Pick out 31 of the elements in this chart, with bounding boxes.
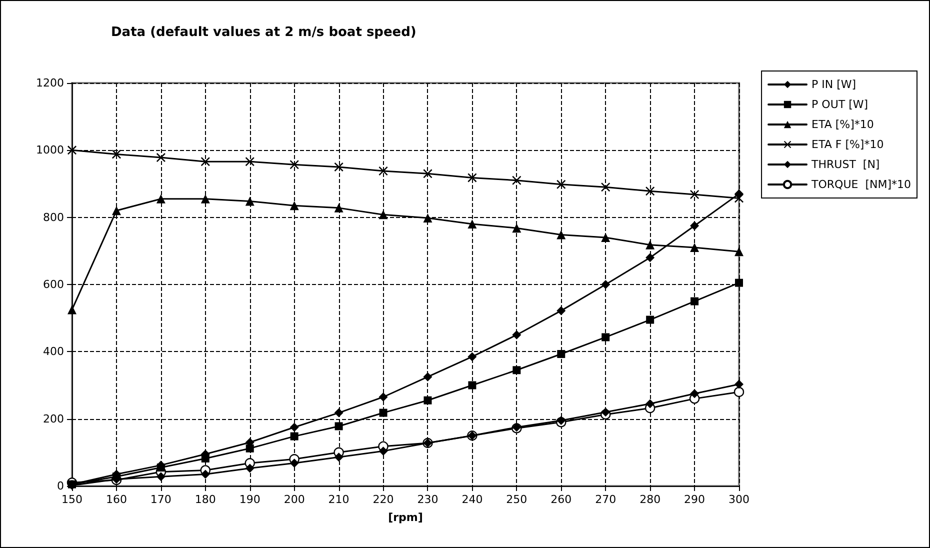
x-tick-label: 280 [640, 493, 661, 506]
x-tick-label: 210 [328, 493, 350, 506]
x-tick-label: 180 [194, 493, 216, 506]
y-tick-label: 800 [43, 210, 64, 224]
x-tick-label: 160 [106, 493, 127, 506]
x-tick-label: 230 [417, 493, 438, 506]
x-tick-label: 200 [284, 493, 305, 506]
chart-title: Data (default values at 2 m/s boat speed) [111, 25, 416, 40]
legend-label: ETA [%]*10 [812, 118, 874, 131]
x-axis-title: [rpm] [388, 511, 423, 524]
legend-label: THRUST [N] [810, 158, 880, 171]
legend-label: TORQUE [NM]*10 [810, 178, 912, 191]
x-tick-label: 300 [728, 493, 750, 506]
y-tick-label: 1000 [36, 144, 64, 157]
y-tick-label: 200 [43, 412, 64, 426]
x-tick-label: 150 [62, 493, 82, 506]
x-tick-label: 220 [372, 493, 394, 506]
legend-label: P IN [W] [812, 78, 856, 91]
legend-label: ETA F [%]*10 [812, 138, 884, 151]
x-tick-label: 190 [239, 493, 260, 506]
x-tick-label: 250 [506, 493, 528, 506]
x-tick-label: 170 [150, 493, 172, 506]
x-tick-label: 260 [550, 493, 572, 506]
y-tick-label: 400 [43, 345, 64, 358]
x-tick-label: 240 [462, 493, 483, 506]
x-tick-label: 270 [595, 493, 616, 506]
y-tick-label: 0 [57, 480, 64, 492]
y-tick-label: 600 [43, 278, 64, 291]
x-tick-label: 290 [684, 493, 706, 506]
y-tick-label: 1200 [36, 76, 64, 90]
legend-label: P OUT [W] [812, 98, 868, 111]
